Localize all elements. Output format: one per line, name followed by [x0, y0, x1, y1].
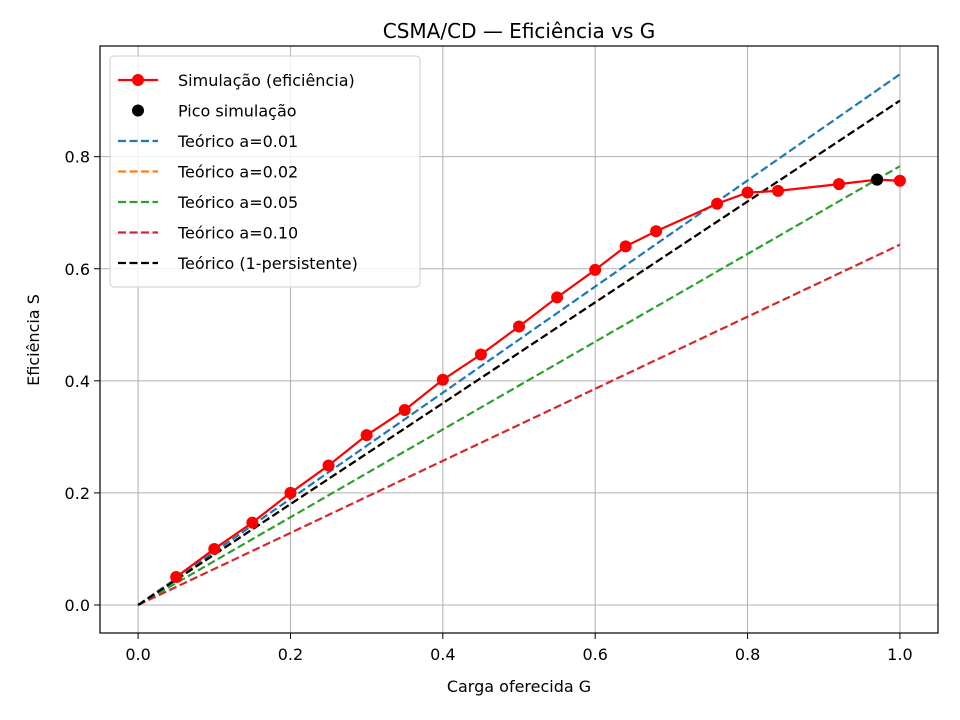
series-line-te-rico-a-0-01: [137, 73, 901, 606]
legend: Simulação (eficiência) Pico simulação Teór…: [109, 55, 421, 288]
legend-label-te-rico-1-persistente: Teórico (1-persistente): [177, 254, 358, 273]
legend-label-te-rico-a-0-02: Teórico a=0.02: [177, 163, 298, 182]
data-point-simula-o-efici-ncia: [513, 320, 525, 333]
y-tick-label: 0.2: [65, 484, 90, 503]
data-point-simula-o-efici-ncia: [589, 263, 602, 276]
chart-title: CSMA/CD — Eficiência vs G: [383, 19, 655, 43]
x-tick-label: 0.6: [582, 645, 607, 664]
series-line-te-rico-a-0-10: [137, 243, 901, 606]
legend-label-te-rico-a-0-10: Teórico a=0.10: [177, 224, 298, 243]
y-tick-label: 0.8: [65, 148, 90, 167]
legend-marker-simula-o-efici-ncia: [132, 74, 144, 86]
y-tick-label: 0.0: [65, 596, 90, 615]
legend-box: [109, 55, 421, 288]
data-point-simula-o-efici-ncia: [650, 225, 663, 238]
data-point-simula-o-efici-ncia: [208, 542, 221, 555]
y-tick-label: 0.6: [65, 260, 90, 279]
x-tick-label: 1.0: [887, 645, 912, 664]
x-tick-label: 0.8: [735, 645, 760, 664]
data-point-simula-o-efici-ncia: [741, 186, 754, 199]
data-point-simula-o-efici-ncia: [551, 291, 564, 304]
data-point-simula-o-efici-ncia: [711, 197, 724, 210]
data-point-simula-o-efici-ncia: [772, 184, 785, 197]
y-tick-label: 0.4: [65, 372, 90, 391]
data-point-simula-o-efici-ncia: [284, 486, 297, 499]
x-tick-label: 0.4: [430, 645, 455, 664]
legend-marker-pico-simula-o: [132, 104, 144, 117]
plot-area: [137, 73, 906, 606]
legend-label-te-rico-a-0-01: Teórico a=0.01: [177, 132, 298, 151]
data-point-simula-o-efici-ncia: [360, 429, 373, 442]
y-axis-label: Eficiência S: [24, 294, 43, 386]
axes-ticks: 0.0 0.2 0.4 0.6 0.8 1.0 0.0 0.2 0.4 0.6 0.8: [65, 148, 913, 664]
x-axis-label: Carga oferecida G: [447, 677, 591, 696]
data-point-simula-o-efici-ncia: [436, 373, 449, 386]
data-point-simula-o-efici-ncia: [619, 240, 632, 253]
x-tick-label: 0.2: [278, 645, 303, 664]
data-point-simula-o-efici-ncia: [474, 348, 487, 361]
data-point-simula-o-efici-ncia: [893, 174, 906, 187]
grid: [100, 46, 938, 633]
series-line-te-rico-a-0-05: [137, 165, 901, 606]
legend-label-simula-o-efici-ncia: Simulação (eficiência): [178, 71, 355, 90]
data-point-simula-o-efici-ncia: [170, 570, 183, 583]
legend-label-te-rico-a-0-05: Teórico a=0.05: [177, 193, 298, 212]
data-point-simula-o-efici-ncia: [246, 516, 259, 529]
series-line-te-rico-1-persistente: [137, 99, 901, 606]
legend-label-pico-simula-o: Pico simulação: [178, 102, 297, 121]
data-point-pico-simula-o: [871, 173, 884, 186]
data-point-simula-o-efici-ncia: [322, 459, 335, 472]
plot-frame: [99, 45, 939, 634]
x-tick-label: 0.0: [125, 645, 150, 664]
data-point-simula-o-efici-ncia: [398, 403, 411, 416]
data-point-simula-o-efici-ncia: [832, 178, 845, 191]
